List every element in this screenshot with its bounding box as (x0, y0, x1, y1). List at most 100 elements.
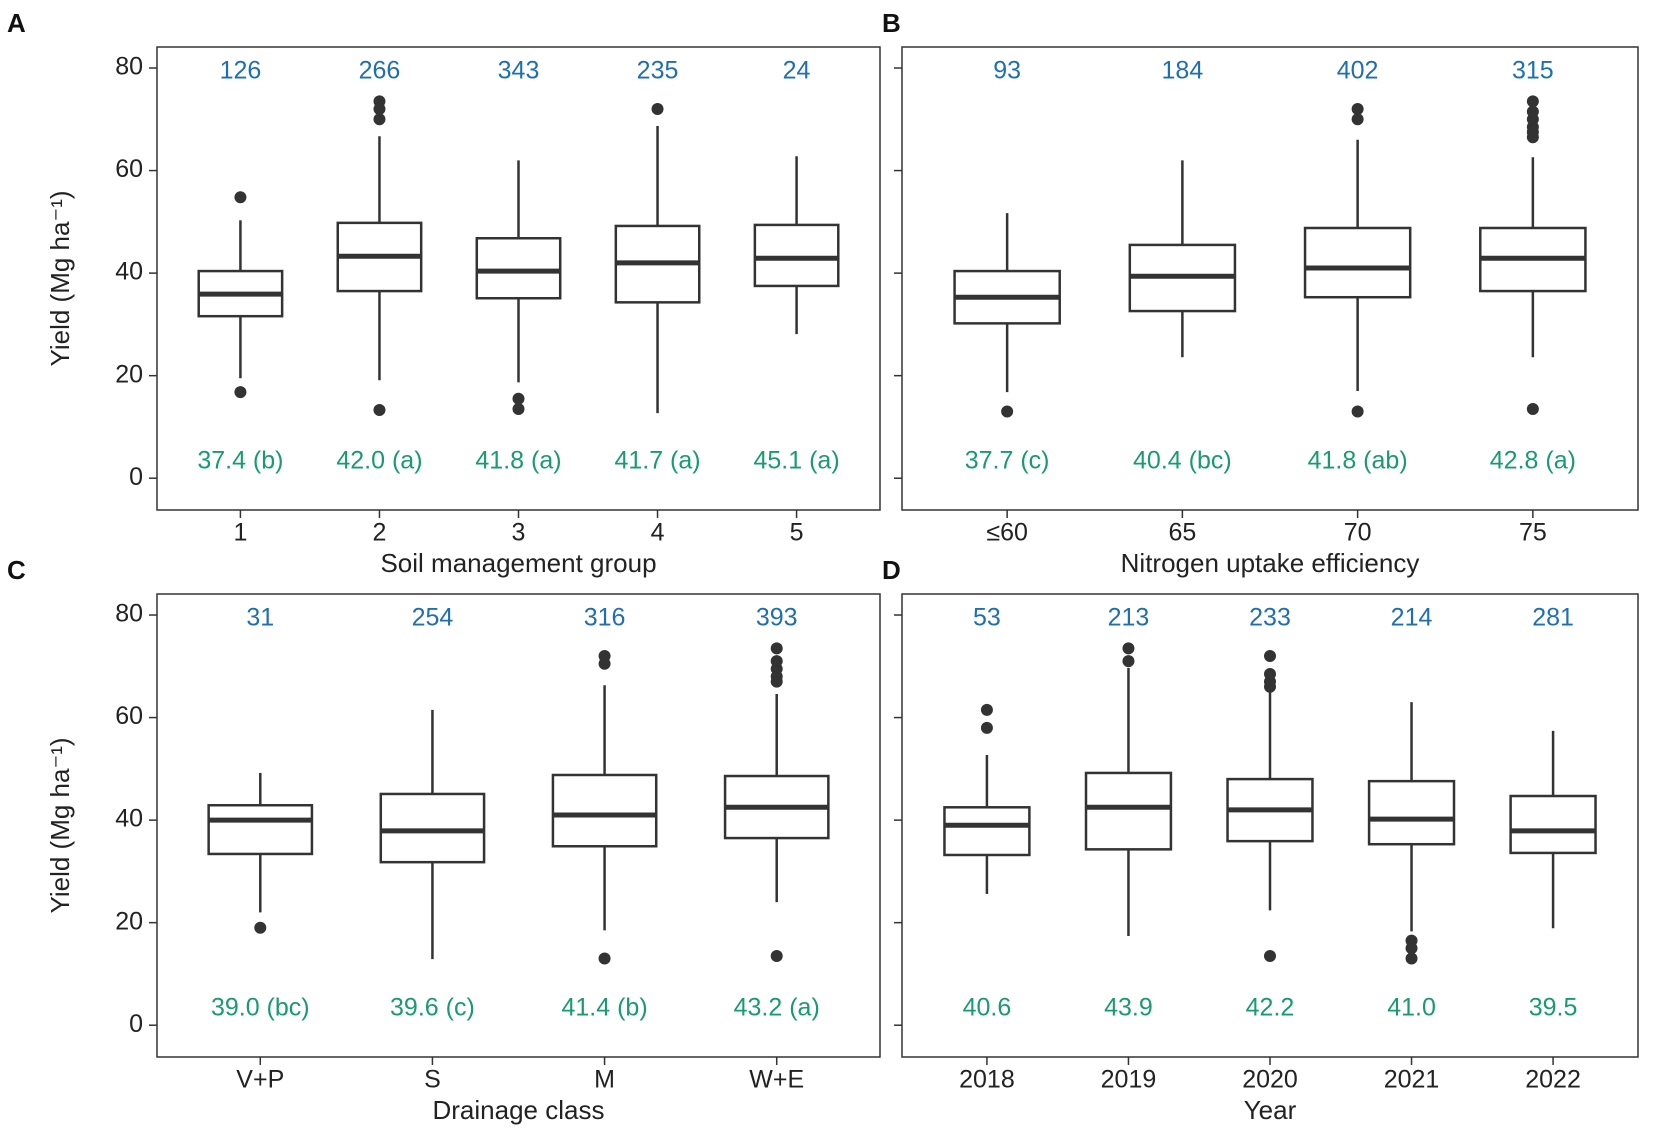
y-tick-label: 80 (115, 600, 143, 628)
outlier (1405, 952, 1418, 965)
y-axis-label: Yield (Mg ha⁻¹) (45, 190, 75, 366)
mean-label: 45.1 (a) (753, 447, 839, 475)
outlier (770, 949, 783, 962)
y-tick-label: 40 (115, 805, 143, 833)
y-tick-label: 0 (129, 463, 143, 491)
box (207, 803, 314, 856)
mean-label: 39.5 (1529, 994, 1578, 1022)
outlier (1122, 642, 1135, 655)
y-tick-label: 60 (115, 702, 143, 730)
mean-label: 37.7 (c) (965, 447, 1050, 475)
outlier (512, 392, 525, 405)
x-tick-label: 2020 (1242, 1066, 1298, 1094)
outlier (1526, 402, 1539, 415)
panel-label: A (7, 8, 26, 38)
x-axis-label: Drainage class (433, 1095, 605, 1125)
x-axis-label: Soil management group (380, 548, 656, 578)
x-tick-label: 2019 (1101, 1066, 1157, 1094)
x-tick-label: 2022 (1525, 1066, 1581, 1094)
outlier (980, 703, 993, 716)
outlier (1526, 105, 1539, 118)
outlier (770, 655, 783, 668)
y-tick-label: 60 (115, 155, 143, 183)
box (475, 237, 562, 300)
count-label: 233 (1249, 604, 1291, 632)
outlier (598, 650, 611, 663)
outlier (373, 95, 386, 108)
count-label: 316 (584, 604, 626, 632)
outlier (1122, 655, 1135, 668)
count-label: 53 (973, 604, 1001, 632)
y-tick-label: 0 (129, 1010, 143, 1038)
mean-label: 41.0 (1387, 994, 1436, 1022)
mean-label: 37.4 (b) (197, 447, 283, 475)
count-label: 24 (783, 57, 811, 85)
mean-label: 41.4 (b) (561, 994, 647, 1022)
count-label: 254 (412, 604, 454, 632)
box (1303, 226, 1412, 299)
panel-label: D (882, 555, 901, 585)
box (943, 806, 1031, 857)
outlier (770, 642, 783, 655)
x-tick-label: 75 (1519, 519, 1547, 547)
mean-label: 42.8 (a) (1490, 447, 1576, 475)
y-tick-label: 80 (115, 53, 143, 81)
outlier (234, 191, 247, 204)
box (551, 773, 658, 848)
x-tick-label: 2018 (959, 1066, 1015, 1094)
mean-label: 42.2 (1246, 994, 1295, 1022)
panel: C 0 20 40 60 80 Yield (Mg ha⁻¹) Drainage class V… (7, 555, 881, 1125)
count-label: 184 (1162, 57, 1204, 85)
count-label: 31 (246, 604, 274, 632)
box (1367, 779, 1456, 846)
outlier (980, 721, 993, 734)
panel: A 0 20 40 60 80 Yield (Mg ha⁻¹) Soil management… (7, 8, 881, 578)
box (1084, 771, 1173, 851)
plot-frame (901, 46, 1639, 511)
outlier (512, 402, 525, 415)
mean-label: 43.2 (a) (734, 994, 820, 1022)
mean-label: 41.7 (a) (614, 447, 700, 475)
outlier (373, 113, 386, 126)
x-axis-label: Nitrogen uptake efficiency (1121, 548, 1420, 578)
y-tick-label: 20 (115, 907, 143, 935)
outlier (1351, 405, 1364, 418)
y-tick-label: 20 (115, 360, 143, 388)
count-label: 213 (1108, 604, 1150, 632)
panel-label: C (7, 555, 26, 585)
box (379, 792, 486, 864)
outlier (1526, 95, 1539, 108)
outlier (373, 404, 386, 417)
count-label: 235 (637, 57, 679, 85)
mean-label: 42.0 (a) (336, 447, 422, 475)
x-tick-label: S (424, 1066, 441, 1094)
outlier (1351, 103, 1364, 116)
x-tick-label: V+P (236, 1066, 284, 1094)
count-label: 266 (359, 57, 401, 85)
count-label: 214 (1391, 604, 1433, 632)
mean-label: 40.4 (bc) (1133, 447, 1232, 475)
outlier (1351, 113, 1364, 126)
mean-label: 41.8 (ab) (1308, 447, 1408, 475)
outlier (1264, 650, 1276, 663)
x-tick-label: W+E (749, 1066, 804, 1094)
count-label: 126 (220, 57, 262, 85)
panel: B Nitrogen uptake efficiency ≤60 93 37.7 (c)… (882, 8, 1639, 578)
count-label: 315 (1512, 57, 1554, 85)
panel-label: B (882, 8, 901, 38)
plot-frame (156, 46, 881, 511)
outlier (1001, 405, 1014, 418)
outlier (1405, 934, 1418, 947)
plot-frame (156, 593, 881, 1058)
outlier (1264, 949, 1276, 962)
outlier (254, 921, 267, 934)
x-tick-label: 3 (512, 519, 526, 547)
count-label: 393 (756, 604, 798, 632)
outlier (1264, 667, 1276, 680)
box (1509, 794, 1597, 855)
x-tick-label: 70 (1344, 519, 1372, 547)
y-tick-label: 40 (115, 258, 143, 286)
mean-label: 40.6 (963, 994, 1012, 1022)
outlier (234, 386, 247, 399)
